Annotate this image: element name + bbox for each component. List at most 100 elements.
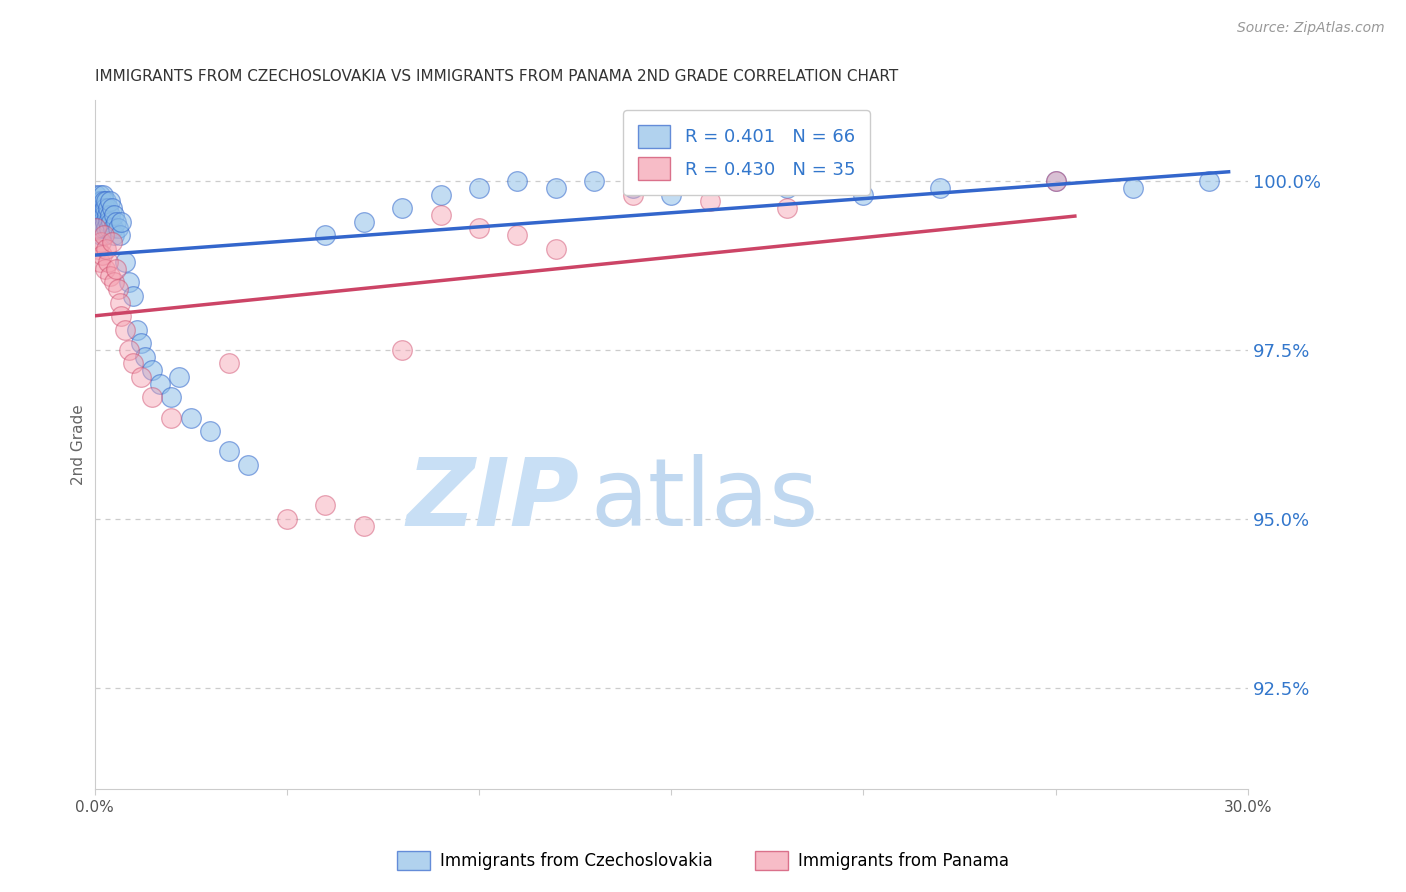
- Point: [108, 228, 131, 243]
- Point: [506, 228, 529, 243]
- Point: [775, 201, 797, 215]
- Point: [314, 228, 336, 243]
- Point: [583, 174, 606, 188]
- Point: [468, 181, 491, 195]
- Point: [1121, 181, 1143, 195]
- Text: ZIP: ZIP: [406, 454, 579, 546]
- Text: atlas: atlas: [591, 454, 818, 546]
- Text: IMMIGRANTS FROM CZECHOSLOVAKIA VS IMMIGRANTS FROM PANAMA 2ND GRADE CORRELATION C: IMMIGRANTS FROM CZECHOSLOVAKIA VS IMMIGR…: [94, 69, 898, 84]
- Point: [737, 174, 759, 188]
- Point: [1045, 174, 1067, 188]
- Point: [125, 323, 148, 337]
- Point: [103, 276, 125, 290]
- Y-axis label: 2nd Grade: 2nd Grade: [72, 404, 86, 485]
- Point: [93, 194, 115, 209]
- Point: [89, 201, 111, 215]
- Point: [852, 187, 875, 202]
- Point: [276, 512, 298, 526]
- Point: [104, 261, 127, 276]
- Point: [94, 261, 117, 276]
- Point: [1045, 174, 1067, 188]
- Point: [218, 444, 240, 458]
- Point: [107, 221, 129, 235]
- Point: [97, 201, 120, 215]
- Point: [775, 181, 797, 195]
- Point: [101, 235, 124, 249]
- Point: [94, 242, 117, 256]
- Point: [129, 336, 152, 351]
- Point: [468, 221, 491, 235]
- Point: [98, 194, 121, 209]
- Point: [118, 343, 141, 357]
- Point: [160, 390, 183, 404]
- Point: [86, 221, 108, 235]
- Point: [141, 363, 163, 377]
- Point: [544, 242, 567, 256]
- Point: [87, 194, 110, 209]
- Point: [929, 181, 952, 195]
- Point: [110, 309, 132, 323]
- Point: [94, 221, 117, 235]
- Point: [198, 424, 221, 438]
- Point: [100, 214, 122, 228]
- Point: [429, 208, 451, 222]
- Point: [89, 208, 111, 222]
- Point: [544, 181, 567, 195]
- Point: [141, 390, 163, 404]
- Point: [1198, 174, 1220, 188]
- Point: [122, 356, 145, 370]
- Point: [89, 255, 111, 269]
- Point: [86, 187, 108, 202]
- Point: [103, 228, 125, 243]
- Point: [160, 410, 183, 425]
- Point: [98, 221, 121, 235]
- Point: [110, 214, 132, 228]
- Point: [90, 235, 112, 249]
- Point: [218, 356, 240, 370]
- Point: [238, 458, 260, 472]
- Point: [149, 376, 172, 391]
- Point: [129, 370, 152, 384]
- Point: [104, 214, 127, 228]
- Point: [621, 181, 644, 195]
- Point: [97, 214, 120, 228]
- Point: [506, 174, 529, 188]
- Point: [87, 242, 110, 256]
- Point: [314, 499, 336, 513]
- Point: [97, 255, 120, 269]
- Point: [122, 289, 145, 303]
- Point: [90, 194, 112, 209]
- Point: [101, 201, 124, 215]
- Point: [353, 214, 375, 228]
- Point: [114, 323, 136, 337]
- Point: [93, 228, 115, 243]
- Legend: R = 0.401   N = 66, R = 0.430   N = 35: R = 0.401 N = 66, R = 0.430 N = 35: [623, 111, 870, 194]
- Point: [98, 268, 121, 283]
- Point: [391, 201, 413, 215]
- Point: [134, 350, 156, 364]
- Point: [87, 214, 110, 228]
- Point: [107, 282, 129, 296]
- Point: [101, 221, 124, 235]
- Point: [96, 208, 118, 222]
- Legend: Immigrants from Czechoslovakia, Immigrants from Panama: Immigrants from Czechoslovakia, Immigran…: [391, 844, 1015, 877]
- Point: [114, 255, 136, 269]
- Point: [94, 214, 117, 228]
- Point: [90, 228, 112, 243]
- Point: [94, 194, 117, 209]
- Point: [108, 295, 131, 310]
- Point: [180, 410, 202, 425]
- Point: [659, 187, 682, 202]
- Point: [103, 208, 125, 222]
- Point: [167, 370, 190, 384]
- Point: [93, 208, 115, 222]
- Point: [91, 248, 114, 262]
- Point: [94, 201, 117, 215]
- Point: [621, 187, 644, 202]
- Point: [429, 187, 451, 202]
- Point: [86, 208, 108, 222]
- Point: [353, 518, 375, 533]
- Point: [89, 221, 111, 235]
- Point: [91, 221, 114, 235]
- Text: Source: ZipAtlas.com: Source: ZipAtlas.com: [1237, 21, 1385, 35]
